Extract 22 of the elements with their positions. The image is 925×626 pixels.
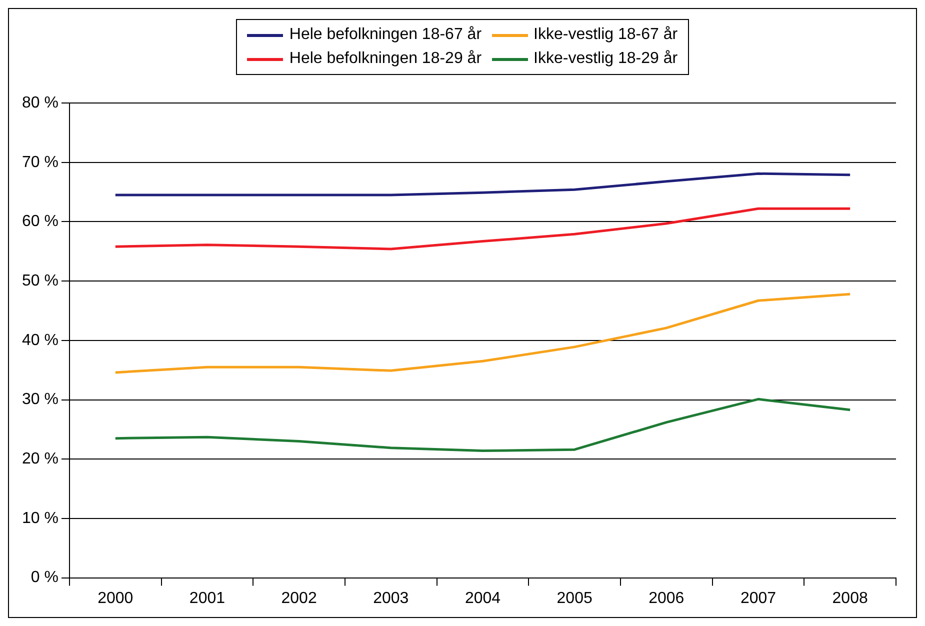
legend-label: Hele befolkningen 18-67 år bbox=[289, 26, 482, 44]
x-tick-label: 2000 bbox=[98, 590, 134, 607]
y-tick-label: 30 % bbox=[22, 391, 58, 408]
x-tick-label: 2003 bbox=[373, 590, 409, 607]
y-tick-label: 50 % bbox=[22, 272, 58, 290]
y-tick-label: 80 % bbox=[22, 94, 58, 112]
x-tick-label: 2002 bbox=[281, 590, 317, 607]
y-tick-label: 70 % bbox=[22, 154, 58, 171]
y-tick-label: 10 % bbox=[22, 510, 58, 527]
legend-label: Hele befolkningen 18-29 år bbox=[289, 50, 482, 68]
y-tick-label: 0 % bbox=[30, 569, 58, 586]
y-tick-label: 60 % bbox=[22, 213, 58, 230]
legend-label: Ikke-vestlig 18-29 år bbox=[534, 50, 678, 68]
y-tick-label: 20 % bbox=[22, 450, 58, 468]
y-tick-label: 40 % bbox=[22, 332, 58, 349]
x-tick-label: 2001 bbox=[189, 590, 226, 607]
x-tick-label: 2007 bbox=[740, 590, 776, 607]
x-tick-label: 2006 bbox=[648, 590, 684, 607]
legend-label: Ikke-vestlig 18-67 år bbox=[534, 26, 678, 44]
x-tick-label: 2008 bbox=[832, 590, 868, 607]
x-tick-label: 2005 bbox=[556, 590, 592, 607]
x-tick-label: 2004 bbox=[464, 590, 501, 607]
